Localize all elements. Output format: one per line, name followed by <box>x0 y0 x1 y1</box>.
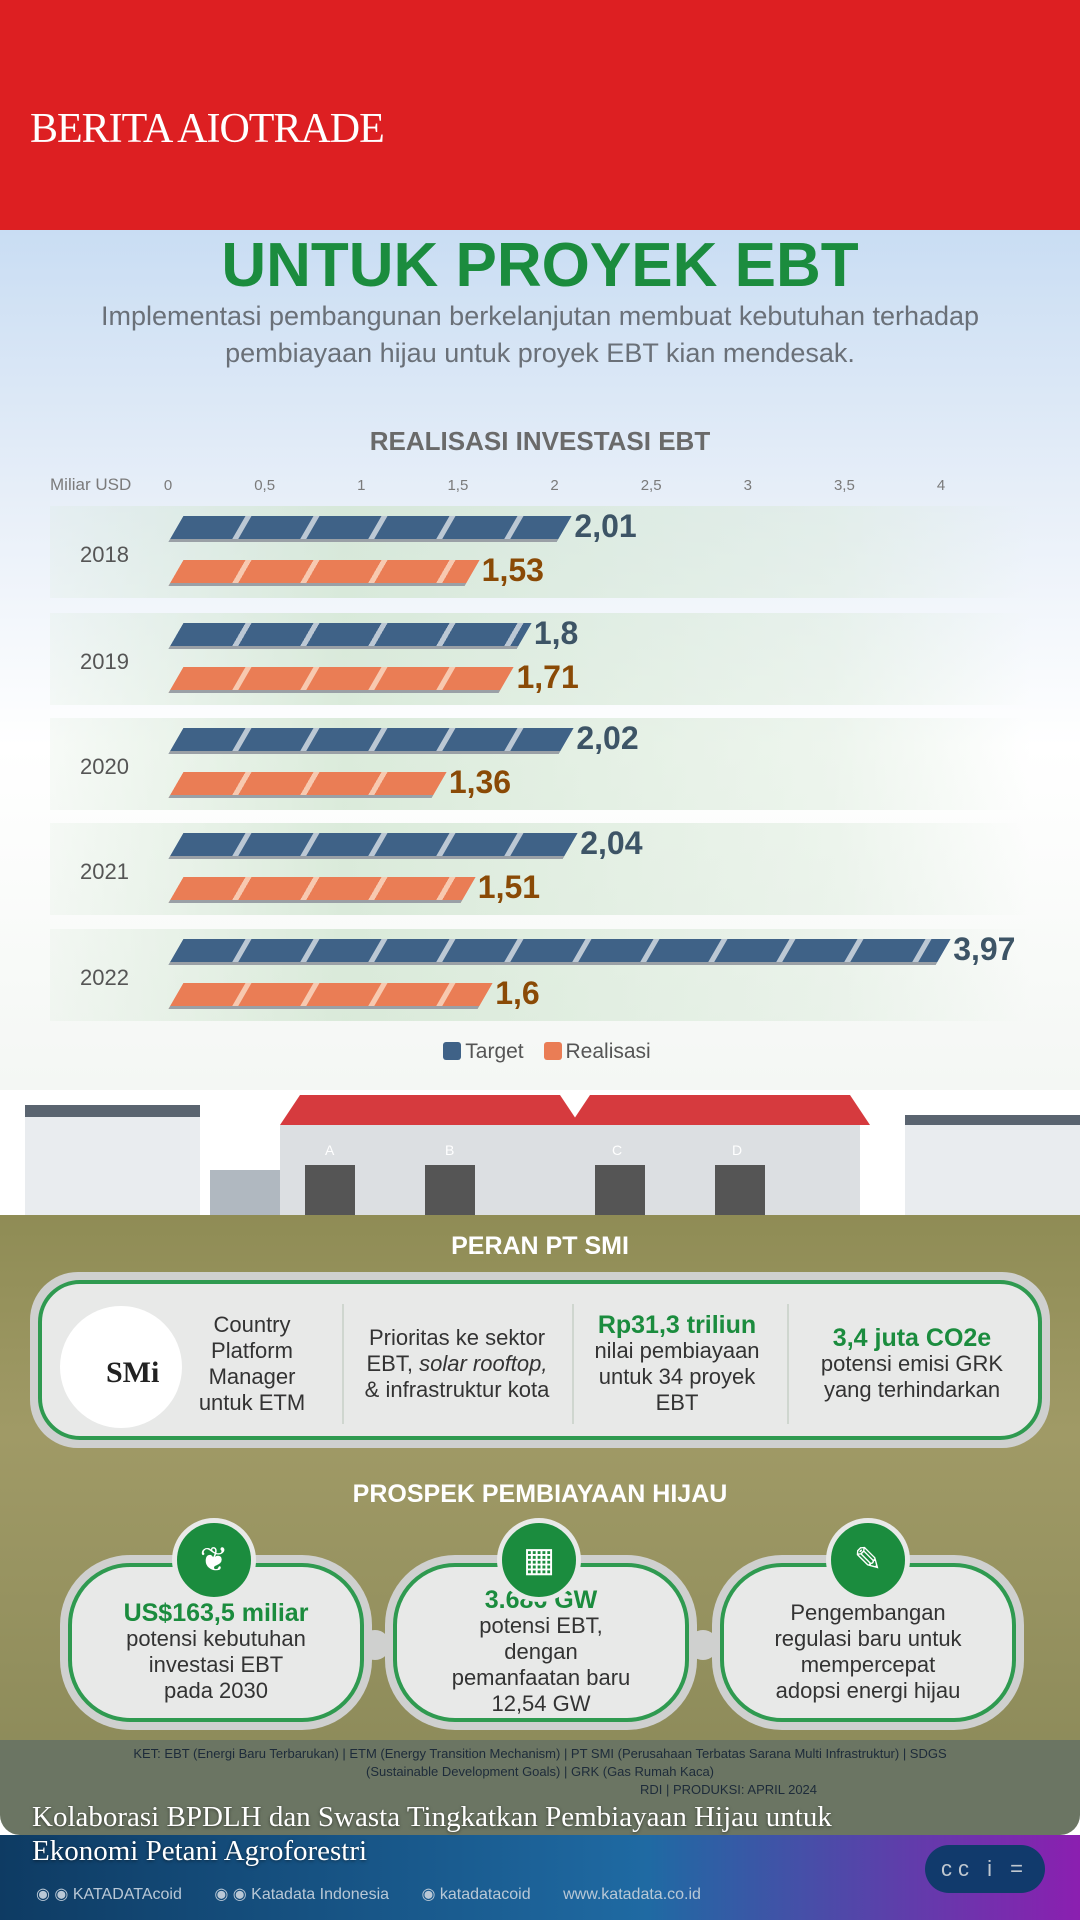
year-label: 2019 <box>80 649 129 674</box>
building-label-c: C <box>612 1142 622 1158</box>
realisasi-bar <box>168 772 447 798</box>
website-link[interactable]: www.katadata.co.id <box>563 1886 701 1903</box>
realisasi-value-label: 1,53 <box>481 552 544 588</box>
buildings-illustration: A B C D <box>25 1095 1080 1220</box>
realisasi-bar <box>168 667 514 693</box>
twitter-linkedin-link[interactable]: ◉ ◉ KATADATAcoid <box>36 1886 182 1903</box>
target-bar <box>168 728 574 754</box>
footnote-ket: KET: EBT (Energi Baru Terbarukan) | ETM … <box>133 1746 947 1779</box>
year-label: 2018 <box>80 542 129 567</box>
peran-item-3: Rp31,3 triliun nilai pembiayaan untuk 34 … <box>594 1311 760 1415</box>
facebook-youtube-link[interactable]: ◉ ◉ Katadata Indonesia <box>214 1886 390 1903</box>
x-tick-label: 4 <box>936 477 946 494</box>
page-title: UNTUK PROYEK EBT <box>221 231 859 300</box>
realisasi-value-label: 1,71 <box>516 659 579 695</box>
news-title[interactable]: Kolaborasi BPDLH dan Swasta Tingkatkan P… <box>32 1801 832 1867</box>
footnote-source: RDI | PRODUKSI: APRIL 2024 <box>640 1782 818 1797</box>
legend-swatch-realisasi <box>543 1042 562 1060</box>
realisasi-bar <box>168 983 493 1009</box>
target-value-label: 2,01 <box>574 508 637 544</box>
x-tick-label: 1,5 <box>447 477 469 494</box>
peran-item-4: 3,4 juta CO2e potensi emisi GRK yang terh… <box>820 1324 1004 1402</box>
footer-bar <box>0 1835 1080 1920</box>
smi-card: SMi Country Platform Manager untuk ETM P… <box>30 1272 1050 1448</box>
prospek-title: PROSPEK PEMBIAYAAN HIJAU <box>352 1480 728 1508</box>
footnote-box <box>0 1740 1080 1835</box>
x-tick-label: 0,5 <box>254 477 276 494</box>
target-value-label: 2,04 <box>580 825 643 861</box>
document-edit-icon: ✎ <box>826 1518 910 1602</box>
realisasi-value-label: 1,36 <box>448 764 512 800</box>
realisasi-value-label: 1,51 <box>477 869 541 905</box>
legend-label-target: Target <box>465 1040 524 1063</box>
instagram-link[interactable]: ◉ katadatacoid <box>421 1886 531 1903</box>
peran-title: PERAN PT SMI <box>451 1232 629 1260</box>
target-bar <box>168 833 578 859</box>
peran-item-2: Prioritas ke sektor EBT, solar rooftop, … <box>364 1325 550 1402</box>
building-label-a: A <box>325 1142 335 1158</box>
target-value-label: 3,97 <box>953 931 1016 967</box>
smi-logo: SMi <box>60 1306 182 1428</box>
building-label-b: B <box>445 1142 454 1158</box>
x-tick-label: 1 <box>357 477 366 494</box>
legend: Target Realisasi <box>0 1040 1080 1064</box>
social-links: ◉ ◉ KATADATAcoid ◉ ◉ Katadata Indonesia … <box>36 1885 715 1905</box>
realisasi-value-label: 1,6 <box>495 975 540 1011</box>
realisasi-bar <box>168 560 480 586</box>
subtitle: Implementasi pembangunan berkelanjutan m… <box>100 301 980 368</box>
target-value-label: 1,8 <box>533 615 579 651</box>
prospek-card-1: US$163,5 miliar potensi kebutuhan investa… <box>60 1555 372 1730</box>
chart-title: REALISASI INVESTASI EBT <box>369 426 711 456</box>
target-bar <box>168 939 951 965</box>
legend-label-realisasi: Realisasi <box>565 1040 651 1063</box>
target-value-label: 2,02 <box>576 720 639 756</box>
solar-panel-icon: ▦ <box>497 1518 581 1602</box>
brand-logo: BERITA AIOTRADE <box>30 106 385 152</box>
realisasi-bar <box>168 877 476 903</box>
money-plant-icon: ❦ <box>172 1518 256 1602</box>
x-tick-label: 2,5 <box>640 477 662 494</box>
axis-unit-label: Miliar USD <box>50 475 132 494</box>
year-label: 2020 <box>80 754 129 779</box>
target-bar <box>168 516 572 542</box>
target-bar <box>168 623 532 649</box>
x-tick-label: 3 <box>743 477 752 494</box>
year-label: 2022 <box>80 965 129 990</box>
x-tick-label: 2 <box>550 477 559 494</box>
x-tick-label: 3,5 <box>833 477 855 494</box>
legend-swatch-target <box>443 1042 462 1060</box>
year-label: 2021 <box>80 859 129 884</box>
peran-item-1: Country Platform Manager untuk ETM <box>198 1312 306 1415</box>
building-label-d: D <box>732 1142 742 1158</box>
license-icons: cc i = <box>925 1845 1045 1893</box>
x-tick-label: 0 <box>163 477 173 494</box>
header-bar: BERITA AIOTRADE <box>0 0 1080 230</box>
prospek-card-2: 3.686 GW potensi EBT, dengan pemanfaatan … <box>385 1555 697 1730</box>
